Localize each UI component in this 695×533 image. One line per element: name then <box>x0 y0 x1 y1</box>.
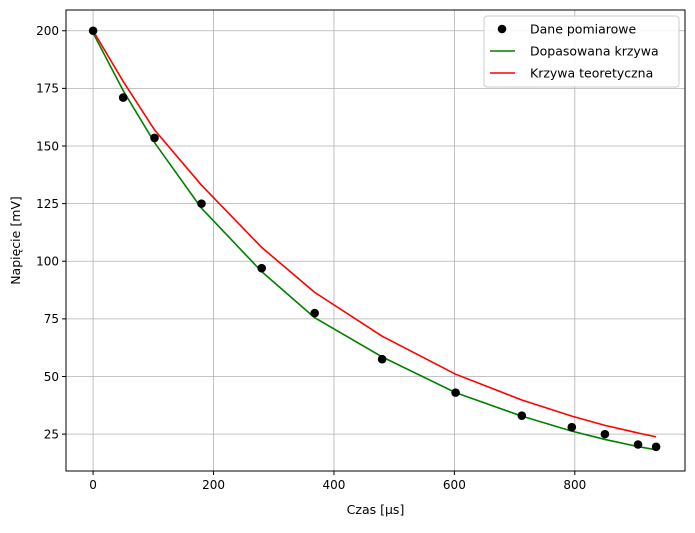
y-tick-label: 25 <box>44 427 59 441</box>
grid-layer <box>66 10 685 471</box>
y-tick-label: 50 <box>44 370 59 384</box>
legend-label: Krzywa teoretyczna <box>530 66 653 81</box>
legend-label: Dane pomiarowe <box>530 22 636 37</box>
legend: Dane pomiarowe Dopasowana krzywa Krzywa te… <box>483 15 680 88</box>
data-point <box>377 354 387 364</box>
y-tick-label: 125 <box>36 197 59 211</box>
x-tick-label: 0 <box>89 478 97 492</box>
data-point <box>197 199 206 208</box>
x-axis-label: Czas [μs] <box>347 502 405 517</box>
y-tick-label: 200 <box>36 24 59 38</box>
y-tick-label: 175 <box>36 82 59 96</box>
y-tick-label: 150 <box>36 139 59 153</box>
x-tick-label: 800 <box>563 478 586 492</box>
data-point <box>517 411 527 420</box>
data-point <box>567 422 577 432</box>
data-point <box>257 263 266 273</box>
x-tick-label: 400 <box>322 478 345 492</box>
series-line-krzywa-teoretyczna <box>92 30 657 438</box>
data-point <box>600 429 610 439</box>
y-tick-label: 100 <box>36 255 59 269</box>
y-tick-label: 75 <box>44 312 59 326</box>
data-point <box>451 388 460 397</box>
ticks-layer: 0 200 400 600 800 25 50 75 100 125 150 175 200 <box>36 24 586 492</box>
y-axis-label: Napięcie [mV] <box>8 196 23 285</box>
legend-label: Dopasowana krzywa <box>530 44 659 59</box>
data-point <box>118 93 128 102</box>
x-tick-label: 600 <box>443 478 466 492</box>
plot-frame <box>65 9 686 472</box>
data-point <box>633 440 643 449</box>
legend-marker <box>497 24 507 34</box>
series-layer <box>88 26 661 452</box>
data-point <box>88 26 98 36</box>
legend-box <box>483 15 680 88</box>
data-point <box>310 308 319 318</box>
data-point <box>150 133 159 143</box>
x-tick-label: 200 <box>202 478 225 492</box>
data-point <box>651 442 661 452</box>
